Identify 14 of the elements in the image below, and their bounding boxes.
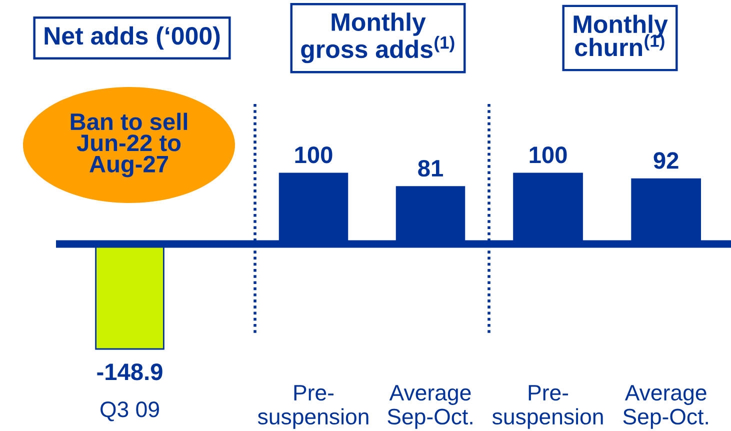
x-tick-label: Q3 09 <box>100 402 159 422</box>
data-label: 100 <box>295 146 332 164</box>
data-label: -148.9 <box>97 364 162 380</box>
text: Ban to sell Jun-22 to Aug-27 <box>70 112 188 178</box>
chart-title: Monthly churn$^{(1)}$ <box>574 14 668 56</box>
chart-title: Net adds (‘000) <box>44 26 220 50</box>
x-tick-label: Average Sep-Oct. <box>388 385 472 429</box>
data-label: 92 <box>654 152 678 169</box>
x-tick-label: Average Sep-Oct. <box>623 385 708 429</box>
data-label: 81 <box>418 160 443 177</box>
chart-title: Monthly gross adds$^{(1)}$ <box>301 12 454 64</box>
data-label: 100 <box>530 146 567 164</box>
x-tick-label: Pre- suspension <box>258 385 368 429</box>
x-tick-label: Pre- suspension <box>492 385 603 429</box>
